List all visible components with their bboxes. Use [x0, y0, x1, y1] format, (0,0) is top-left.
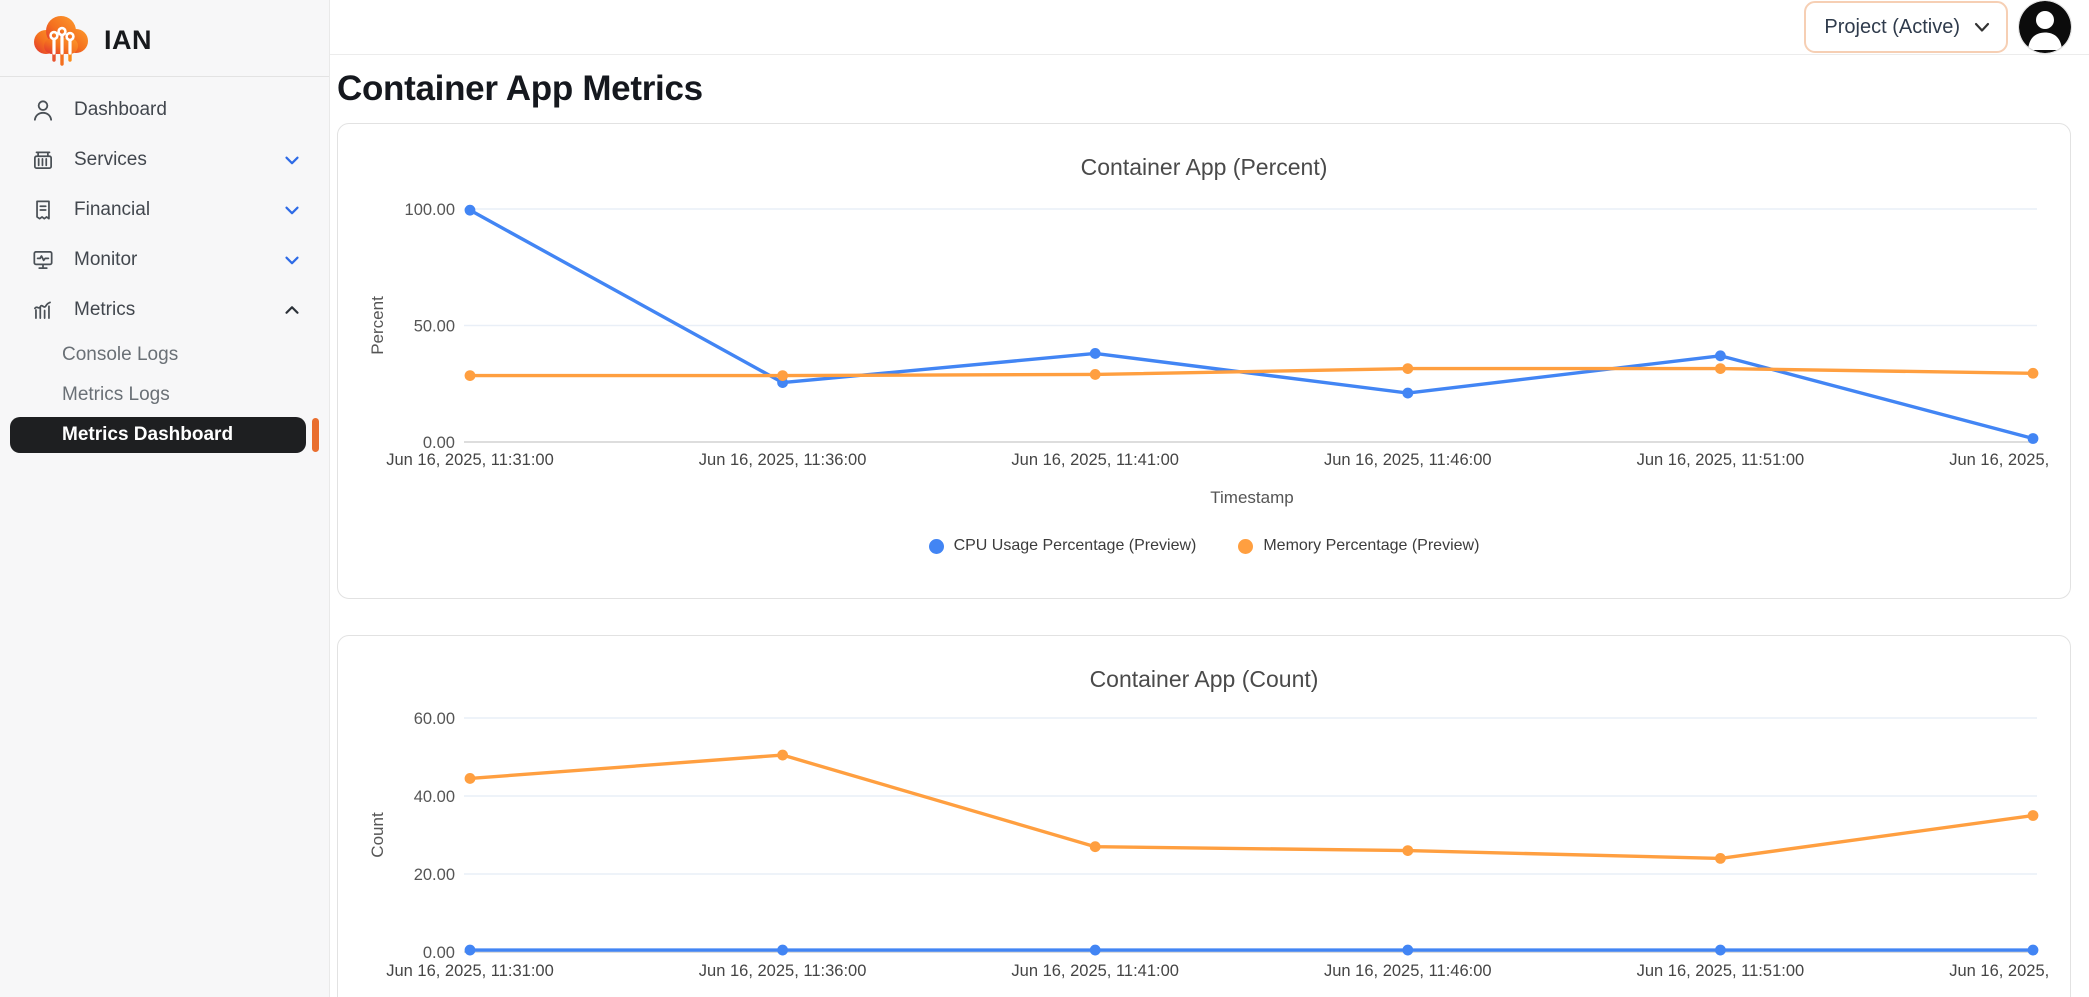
sidebar-item-metrics[interactable]: Metrics	[0, 285, 329, 335]
svg-text:Jun 16, 2025, 11:51:00: Jun 16, 2025, 11:51:00	[1637, 451, 1805, 469]
receipt-icon	[30, 197, 56, 223]
brand-logo-row[interactable]: IAN	[0, 0, 329, 76]
project-select-value: Project (Active)	[1824, 15, 1960, 38]
svg-text:0.00: 0.00	[423, 944, 455, 962]
sidebar-item-services[interactable]: Services	[0, 135, 329, 185]
svg-text:Jun 16, 2025, 11:36:00: Jun 16, 2025, 11:36:00	[699, 451, 867, 469]
chart-card-percent: Container App (Percent) 0.00 50.00 100.00 P…	[337, 123, 2071, 599]
subnav-label-active: Metrics Dashboard	[62, 424, 234, 445]
sidebar-item-financial[interactable]: Financial	[0, 185, 329, 235]
subnav-label: Metrics Logs	[62, 384, 170, 405]
chart-card-count: Container App (Count) 0.00 20.00 40.00 60.0…	[337, 635, 2071, 997]
chart-legend: CPU Usage Percentage (Preview) Memory Pe…	[338, 537, 2070, 555]
svg-text:Jun 16, 2025, 11:46:00: Jun 16, 2025, 11:46:00	[1324, 451, 1492, 469]
sidebar-item-console-logs[interactable]: Console Logs	[0, 335, 329, 375]
brand-name: IAN	[104, 24, 152, 55]
top-bar: Project (Active)	[330, 0, 2089, 55]
content: Container App Metrics Container App (Per…	[330, 55, 2089, 997]
svg-text:Jun 16, 2025, 11:31:00: Jun 16, 2025, 11:31:00	[386, 451, 554, 469]
chart-title: Container App (Percent)	[1080, 154, 1328, 180]
sidebar-item-label: Metrics	[74, 299, 136, 320]
metrics-submenu: Console Logs Metrics Logs Metrics Dashbo…	[0, 335, 329, 453]
avatar[interactable]	[2018, 0, 2072, 54]
bar-chart-icon	[30, 297, 56, 323]
sidebar-item-dashboard[interactable]: Dashboard	[0, 85, 329, 135]
active-item-accent-bar	[312, 418, 319, 452]
chevron-down-icon	[281, 149, 303, 171]
sidebar-item-label: Monitor	[74, 249, 138, 270]
legend-dot-orange	[1238, 538, 1254, 554]
svg-text:Count: Count	[368, 812, 387, 858]
project-select[interactable]: Project (Active)	[1804, 1, 2008, 53]
line-chart-percent[interactable]: 0.00 50.00 100.00 Percent Jun 16, 2025, 11:3…	[338, 184, 2048, 484]
sidebar-item-label: Financial	[74, 199, 151, 220]
main-area: Project (Active) Container App Metrics	[330, 0, 2089, 997]
sidebar-item-metrics-dashboard[interactable]: Metrics Dashboard	[10, 417, 306, 453]
svg-text:Percent: Percent	[368, 296, 387, 355]
page-title: Container App Metrics	[337, 69, 703, 108]
sidebar-item-metrics-logs[interactable]: Metrics Logs	[0, 375, 329, 415]
container-icon	[30, 147, 56, 173]
legend-label: Memory Percentage (Preview)	[1263, 537, 1480, 554]
svg-text:Jun 16, 2025, 11:41:00: Jun 16, 2025, 11:41:00	[1011, 962, 1179, 980]
svg-text:Jun 16, 2025, 11:36:00: Jun 16, 2025, 11:36:00	[699, 962, 867, 980]
svg-text:Jun 16, 2025, 11:56:00: Jun 16, 2025, 11:56:00	[1949, 451, 2048, 469]
svg-text:0.00: 0.00	[423, 434, 455, 452]
sidebar-item-label: Services	[74, 149, 147, 170]
person-icon	[30, 97, 56, 123]
svg-text:50.00: 50.00	[414, 317, 455, 335]
chevron-down-icon	[281, 199, 303, 221]
legend-label: CPU Usage Percentage (Preview)	[953, 537, 1197, 554]
subnav-label: Console Logs	[62, 344, 179, 365]
legend-item-cpu[interactable]: CPU Usage Percentage (Preview)	[928, 537, 1197, 555]
sidebar-item-label: Dashboard	[74, 99, 167, 120]
svg-text:Jun 16, 2025, 11:41:00: Jun 16, 2025, 11:41:00	[1011, 451, 1179, 469]
svg-text:40.00: 40.00	[414, 788, 455, 806]
svg-text:Jun 16, 2025, 11:31:00: Jun 16, 2025, 11:31:00	[386, 962, 554, 980]
x-axis-title: Timestamp	[1210, 488, 1294, 507]
sidebar-item-monitor[interactable]: Monitor	[0, 235, 329, 285]
sidebar-nav: Dashboard Services	[0, 85, 329, 453]
svg-text:100.00: 100.00	[405, 201, 455, 219]
select-chevron-down-icon	[1974, 16, 1990, 39]
legend-dot-blue	[928, 538, 944, 554]
svg-text:Jun 16, 2025, 11:51:00: Jun 16, 2025, 11:51:00	[1637, 962, 1805, 980]
line-chart-count[interactable]: 0.00 20.00 40.00 60.00 Count Jun 16, 2025, 11…	[338, 694, 2048, 994]
svg-text:20.00: 20.00	[414, 866, 455, 884]
svg-text:Jun 16, 2025, 11:46:00: Jun 16, 2025, 11:46:00	[1324, 962, 1492, 980]
sidebar-item-metrics-dashboard-row: Metrics Dashboard	[0, 417, 329, 453]
sidebar: IAN Dashboard Servi	[0, 0, 330, 997]
sidebar-divider	[0, 76, 329, 77]
monitor-icon	[30, 247, 56, 273]
svg-text:60.00: 60.00	[414, 710, 455, 728]
person-silhouette-icon	[2028, 11, 2062, 50]
chevron-down-icon	[281, 249, 303, 271]
legend-item-memory[interactable]: Memory Percentage (Preview)	[1238, 537, 1479, 555]
chevron-up-icon	[281, 299, 303, 321]
chart-title: Container App (Count)	[1089, 666, 1319, 692]
svg-text:Jun 16, 2025, 11:56:00: Jun 16, 2025, 11:56:00	[1949, 962, 2048, 980]
cloud-logo-icon	[28, 10, 92, 71]
